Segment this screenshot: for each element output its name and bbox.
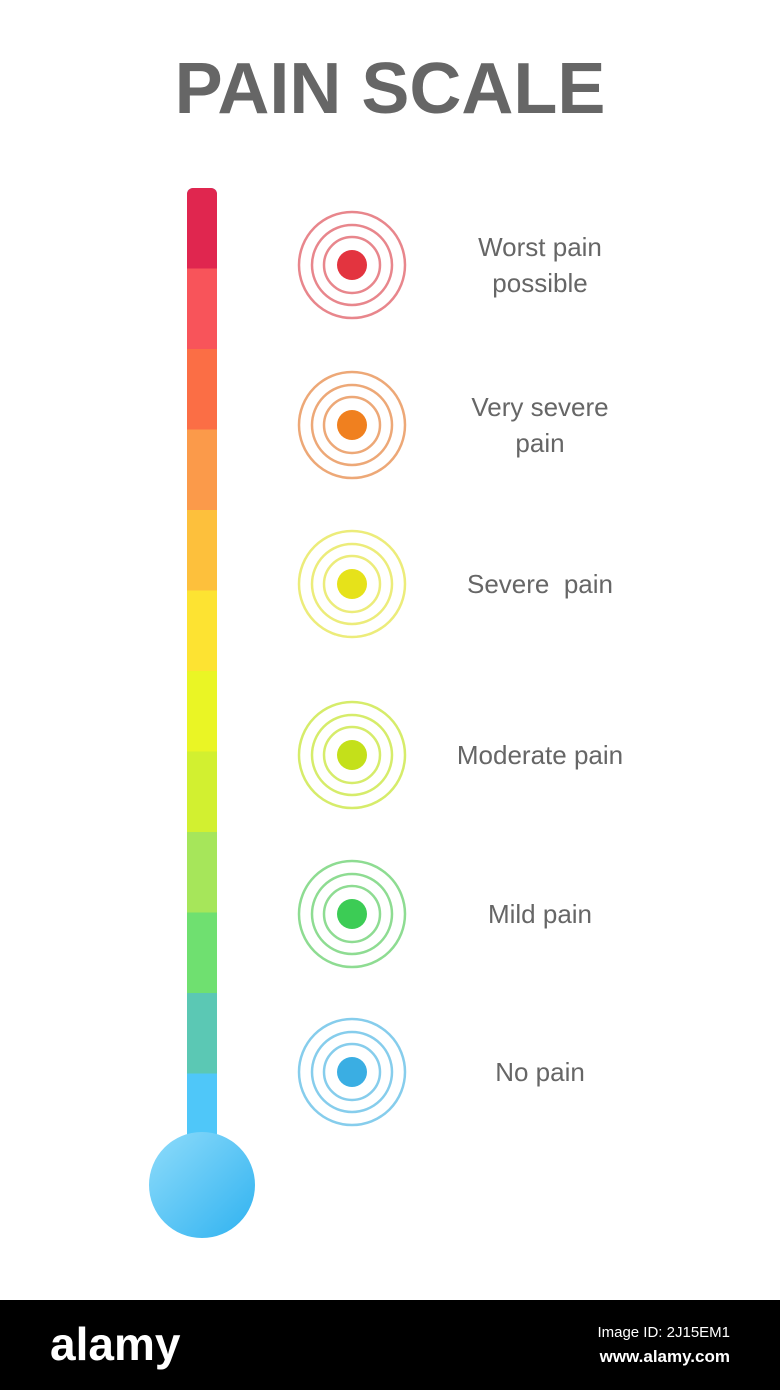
- dot: [337, 740, 367, 770]
- ring: [322, 554, 382, 614]
- ring: [310, 542, 394, 626]
- ring: [322, 1042, 382, 1102]
- level-label: Severe pain: [467, 569, 613, 599]
- thermometer: [149, 188, 255, 1238]
- dot: [337, 1057, 367, 1087]
- ring: [310, 713, 394, 797]
- dot: [337, 410, 367, 440]
- ring: [322, 725, 382, 785]
- tube-segment: [187, 993, 217, 1074]
- background: [0, 0, 780, 1300]
- title: PAIN SCALE: [175, 49, 606, 129]
- ring: [297, 370, 407, 480]
- ring: [297, 700, 407, 810]
- tube-segment: [187, 671, 217, 752]
- ring: [310, 872, 394, 956]
- ring: [297, 1017, 407, 1127]
- ring: [310, 383, 394, 467]
- image-id: Image ID: 2J15EM1: [597, 1324, 730, 1341]
- ring: [297, 210, 407, 320]
- level-label: possible: [492, 268, 587, 298]
- level-label: Moderate pain: [457, 740, 623, 770]
- tube-segment: [187, 429, 217, 510]
- ring: [322, 395, 382, 455]
- bulb: [149, 1132, 255, 1238]
- ring: [322, 884, 382, 944]
- tube-segment: [187, 832, 217, 913]
- ring: [297, 859, 407, 969]
- tube-segment: [187, 194, 217, 269]
- ring: [310, 223, 394, 307]
- ring: [297, 529, 407, 639]
- tube-segment: [187, 510, 217, 591]
- ring: [310, 1030, 394, 1114]
- dot: [337, 250, 367, 280]
- tube-segment: [187, 349, 217, 430]
- brand: alamy: [50, 1318, 181, 1370]
- tube-segment: [187, 751, 217, 832]
- url: www.alamy.com: [599, 1347, 730, 1366]
- tube-segment: [187, 912, 217, 993]
- tube-top: [187, 188, 217, 202]
- level-label: No pain: [495, 1057, 585, 1087]
- level-label: Mild pain: [488, 899, 592, 929]
- footer-band: [0, 1300, 780, 1390]
- level-label: Worst pain: [478, 232, 602, 262]
- level-label: pain: [515, 428, 564, 458]
- tube-segment: [187, 268, 217, 349]
- level-label: Very severe: [471, 392, 608, 422]
- tube-segment: [187, 590, 217, 671]
- dot: [337, 899, 367, 929]
- levels: Worst pain possible Very severe pain Severe …: [297, 210, 623, 1127]
- ring: [322, 235, 382, 295]
- dot: [337, 569, 367, 599]
